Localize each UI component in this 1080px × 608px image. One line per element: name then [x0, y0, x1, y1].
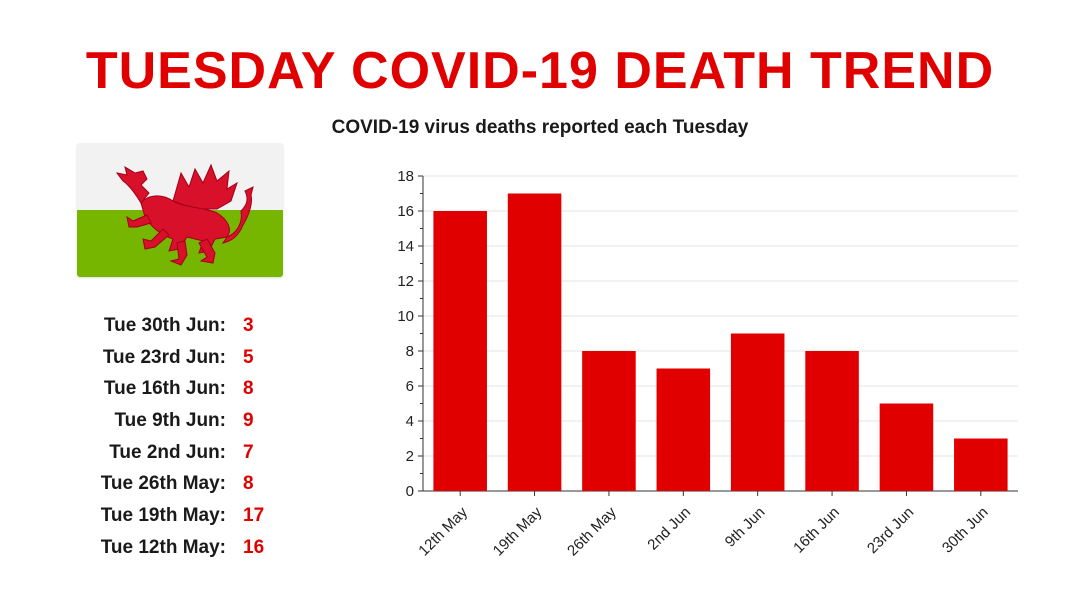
- bar: [879, 403, 934, 491]
- summary-row: Tue 30th Jun: 3: [60, 310, 300, 342]
- y-tick-label: 18: [397, 168, 414, 185]
- x-tick-label: 12th May: [415, 503, 471, 559]
- y-tick-label: 4: [406, 413, 414, 430]
- y-tick-label: 12: [397, 273, 414, 290]
- x-tick-label: 23rd Jun: [864, 504, 917, 557]
- x-tick-label: 26th May: [564, 503, 620, 559]
- x-tick-label: 30th Jun: [939, 504, 992, 557]
- y-tick-label: 2: [406, 448, 414, 465]
- summary-row-value: 16: [243, 536, 265, 558]
- y-tick-label: 0: [406, 483, 414, 500]
- summary-row: Tue 16th Jun: 8: [60, 373, 300, 405]
- summary-row: Tue 2nd Jun: 7: [60, 437, 300, 469]
- bar: [730, 333, 785, 491]
- bar-chart: 0 2 4 6 8 10 12 14 16 18 12th May 19th May 26th May 2…: [360, 160, 1040, 605]
- y-tick-label: 6: [406, 378, 414, 395]
- welsh-flag-dragon-icon: [77, 143, 283, 277]
- bar: [656, 368, 711, 491]
- summary-row-label: Tue 2nd Jun:: [109, 441, 226, 463]
- x-tick-label: 9th Jun: [722, 504, 769, 551]
- summary-row-value: 8: [243, 378, 254, 400]
- bar: [433, 211, 487, 491]
- bar: [507, 193, 562, 491]
- y-tick-label: 16: [397, 203, 414, 220]
- summary-row-label: Tue 26th May:: [100, 473, 226, 495]
- y-tick-label: 14: [397, 238, 414, 255]
- summary-row-value: 3: [243, 314, 254, 336]
- summary-row-label: Tue 23rd Jun:: [102, 346, 226, 368]
- summary-row: Tue 23rd Jun: 5: [60, 342, 300, 374]
- summary-row-value: 9: [243, 409, 254, 431]
- x-tick-label: 16th Jun: [790, 504, 843, 557]
- y-tick-label: 8: [406, 343, 414, 360]
- summary-row-label: Tue 30th Jun:: [103, 314, 226, 336]
- bar: [954, 438, 1008, 491]
- summary-row: Tue 26th May: 8: [60, 468, 300, 500]
- summary-row-label: Tue 12th May:: [100, 536, 226, 558]
- summary-row-label: Tue 16th Jun:: [103, 378, 226, 400]
- y-tick-label: 10: [397, 308, 414, 325]
- bar: [582, 351, 636, 491]
- summary-row: Tue 9th Jun: 9: [60, 405, 300, 437]
- summary-row-label: Tue 19th May:: [100, 504, 226, 526]
- page-title: TUESDAY COVID-19 DEATH TREND: [85, 42, 995, 100]
- summary-row-value: 7: [243, 441, 254, 463]
- summary-row-value: 8: [243, 473, 254, 495]
- x-tick-label: 19th May: [490, 503, 546, 559]
- summary-row-value: 17: [243, 504, 265, 526]
- summary-row: Tue 12th May: 16: [60, 532, 300, 564]
- x-tick-label: 2nd Jun: [644, 504, 694, 554]
- bar: [805, 351, 859, 491]
- summary-list: Tue 30th Jun: 3 Tue 23rd Jun: 5 Tue 16th…: [60, 310, 300, 564]
- chart-subtitle: COVID-19 virus deaths reported each Tues…: [331, 117, 749, 138]
- bar-chart-svg: 0 2 4 6 8 10 12 14 16 18 12th May 19th May 26th May 2…: [397, 168, 1018, 559]
- summary-row: Tue 19th May: 17: [60, 500, 300, 532]
- summary-row-value: 5: [243, 346, 254, 368]
- summary-row-label: Tue 9th Jun:: [114, 409, 226, 431]
